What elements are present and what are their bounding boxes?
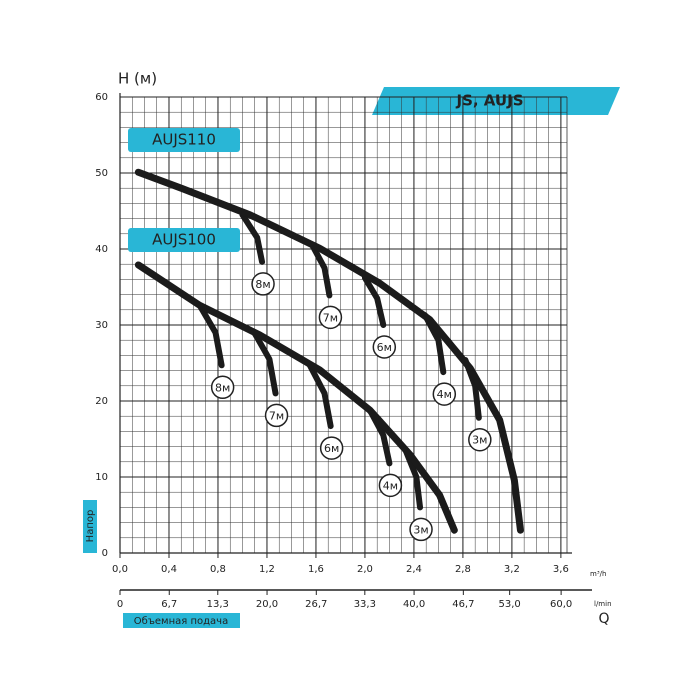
depth-marker <box>432 382 457 406</box>
depth-label: 4м <box>437 388 452 401</box>
x-tick-label: 2,0 <box>357 564 373 575</box>
x-tick-label: 1,2 <box>259 564 275 575</box>
y-tick-label: 0 <box>102 548 108 559</box>
x2-unit: l/min <box>594 600 612 608</box>
depth-label: 8м <box>215 381 230 394</box>
y-side-label: Напор <box>85 510 96 543</box>
depth-marker <box>468 427 492 452</box>
y-tick-label: 50 <box>95 168 108 179</box>
x2-tick-label: 6,7 <box>161 599 177 610</box>
depth-marker <box>372 335 397 359</box>
x2-tick-label: 60,0 <box>550 599 572 610</box>
depth-marker <box>264 403 289 428</box>
x2-tick-label: 0 <box>117 599 123 610</box>
chart-title: JS, AUJS <box>455 92 523 110</box>
depth-marker <box>210 375 235 400</box>
x-unit: m³/h <box>590 570 606 578</box>
x2-tick-label: 13,3 <box>207 599 229 610</box>
depth-label: 6м <box>377 341 392 354</box>
depth-label: 8м <box>255 278 270 291</box>
depth-marker <box>251 272 275 296</box>
y-tick-label: 20 <box>95 396 108 407</box>
x2-tick-label: 20,0 <box>256 599 278 610</box>
x2-tick-label: 46,7 <box>452 599 474 610</box>
title-banner <box>372 87 620 115</box>
x-axis-label: Объемная подача <box>134 616 228 627</box>
depth-marker <box>319 436 344 460</box>
x-label-box <box>123 613 240 628</box>
depth-label: 3м <box>413 523 428 536</box>
depth-marker <box>409 517 433 542</box>
legend-label: AUJS100 <box>152 231 216 249</box>
depth-label: 7м <box>323 311 338 324</box>
curve <box>134 261 458 534</box>
curve <box>239 211 266 265</box>
curve <box>134 168 524 534</box>
y-tick-label: 30 <box>95 320 108 331</box>
x-tick-label: 0,0 <box>112 564 128 575</box>
x-tick-label: 3,2 <box>504 564 520 575</box>
depth-marker <box>378 473 403 498</box>
y-side-label-box <box>83 500 97 553</box>
legend-box <box>128 128 240 152</box>
x2-tick-label: 40,0 <box>403 599 425 610</box>
depth-marker <box>318 305 343 330</box>
x-tick-label: 2,4 <box>406 564 422 575</box>
depth-label: 4м <box>383 479 398 492</box>
y-tick-label: 40 <box>95 244 108 255</box>
x2-tick-label: 53,0 <box>499 599 521 610</box>
depth-label: 3м <box>472 434 487 447</box>
legend-box <box>128 228 240 252</box>
legend-label: AUJS110 <box>152 131 216 149</box>
x-tick-label: 0,4 <box>161 564 177 575</box>
y-tick-label: 60 <box>95 92 108 103</box>
x2-tick-label: 33,3 <box>354 599 376 610</box>
depth-label: 6м <box>324 442 339 455</box>
x2-tick-label: 26,7 <box>305 599 327 610</box>
curve <box>309 242 333 299</box>
y-axis-label: H (м) <box>118 70 157 88</box>
curve <box>306 362 334 430</box>
curve <box>251 330 279 397</box>
x-tick-label: 2,8 <box>455 564 471 575</box>
depth-label: 7м <box>269 409 284 422</box>
x-tick-label: 0,8 <box>210 564 226 575</box>
x-tick-label: 3,6 <box>553 564 569 575</box>
y-tick-label: 10 <box>95 472 108 483</box>
x-symbol: Q <box>598 611 609 627</box>
x-tick-label: 1,6 <box>308 564 324 575</box>
curve <box>361 274 387 328</box>
curve <box>196 302 225 369</box>
